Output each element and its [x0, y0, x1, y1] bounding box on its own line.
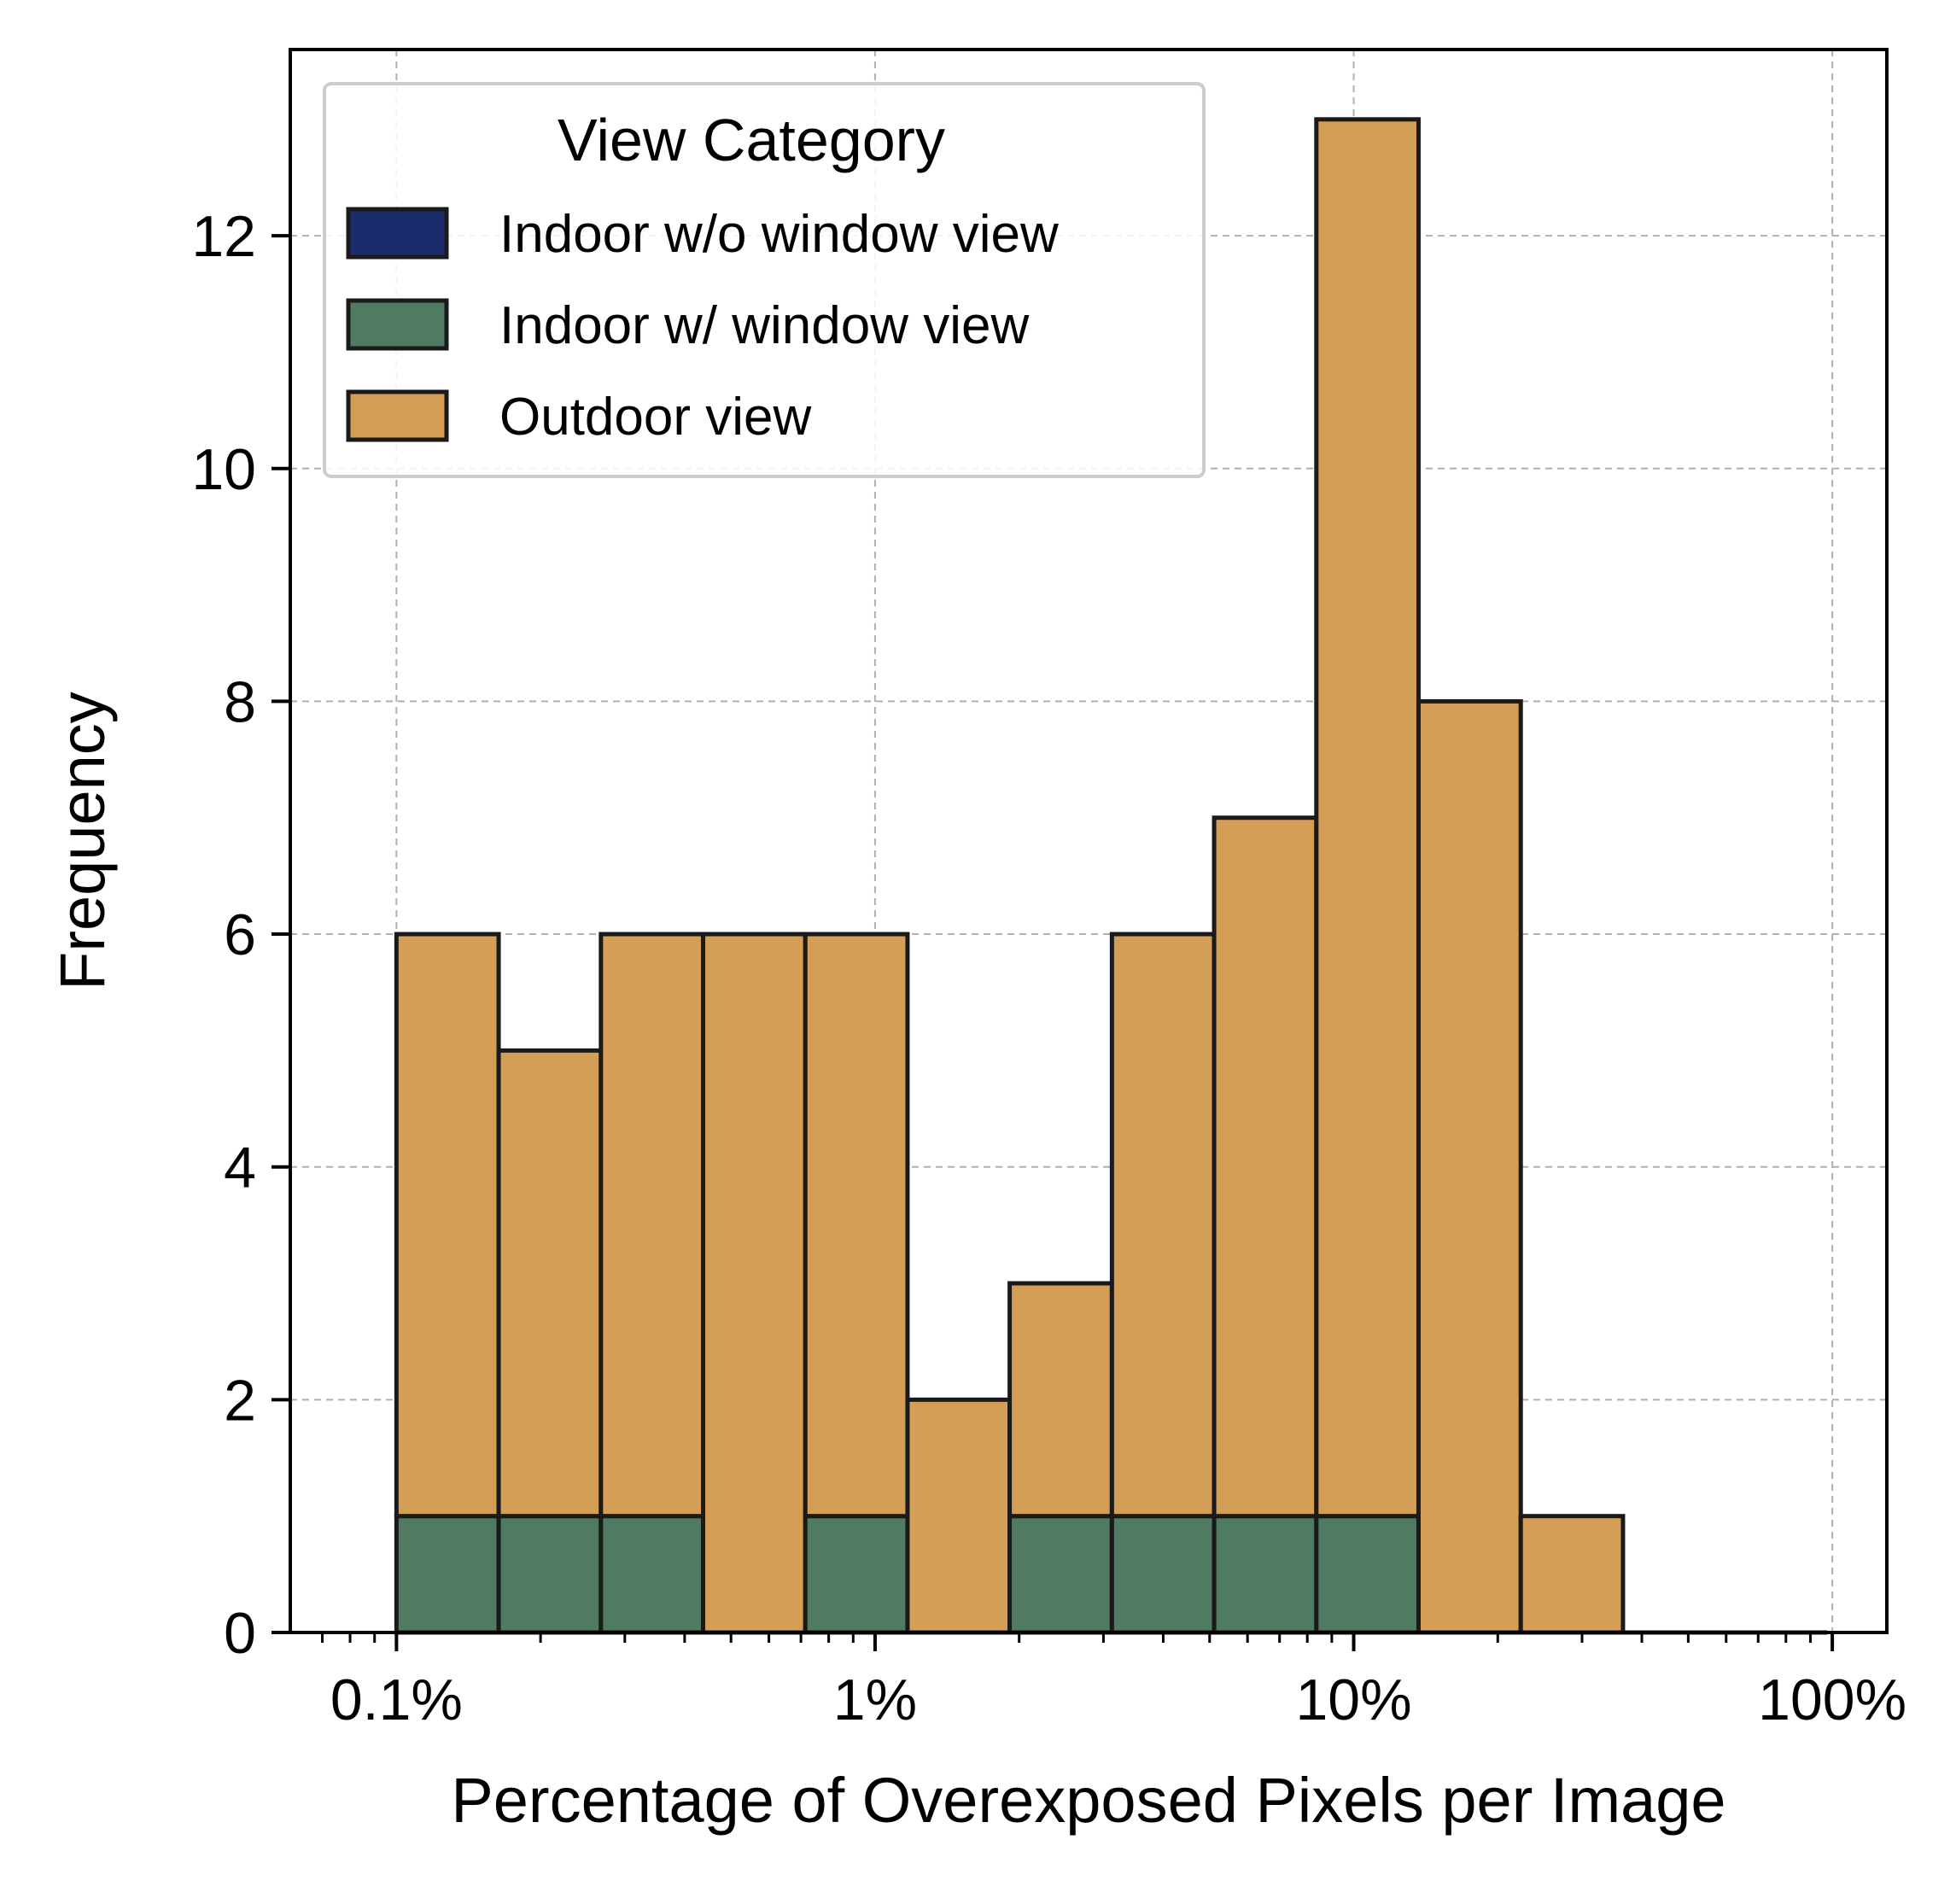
- bar-indoor-w-window-view: [598, 1514, 706, 1635]
- legend-label: Indoor w/ window view: [499, 296, 1029, 355]
- legend-title: View Category: [558, 107, 945, 173]
- bar-outdoor-view: [1212, 815, 1319, 1519]
- y-tick-label: 4: [224, 1136, 256, 1200]
- bar-outdoor-view: [1007, 1281, 1114, 1519]
- bar-outdoor-view: [598, 932, 706, 1519]
- y-tick-label: 6: [224, 902, 256, 967]
- bar-indoor-w-window-view: [394, 1514, 501, 1635]
- y-tick-label: 12: [191, 204, 256, 269]
- axis-ticks: 0.1% 1% 10% 100% 0 2 4 6 8 10 12: [191, 204, 1906, 1732]
- y-tick-label: 2: [224, 1368, 256, 1433]
- x-axis-label: Percentage of Overexposed Pixels per Ima…: [451, 1765, 1725, 1836]
- bar-outdoor-view: [496, 1048, 604, 1519]
- bar-outdoor-view: [1109, 932, 1217, 1519]
- bar-indoor-w-window-view: [1109, 1514, 1217, 1635]
- bar-outdoor-view: [701, 932, 808, 1635]
- bar-outdoor-view: [1416, 698, 1523, 1635]
- legend-swatch: [346, 389, 449, 442]
- y-tick-label: 8: [224, 669, 256, 734]
- bar-indoor-w-window-view: [496, 1514, 604, 1635]
- bar-outdoor-view: [394, 932, 501, 1519]
- legend-label: Outdoor view: [499, 388, 812, 447]
- bar-outdoor-view: [1314, 117, 1421, 1519]
- legend-swatch: [346, 298, 449, 351]
- legend: View Category Indoor w/o window viewIndo…: [323, 82, 1206, 478]
- legend-entries: Indoor w/o window view Indoor w/ window v…: [346, 205, 1059, 447]
- plot-frame: [289, 48, 1889, 1634]
- x-tick-label: 100%: [1758, 1667, 1906, 1732]
- y-tick-label: 10: [191, 437, 256, 502]
- y-tick-label: 0: [224, 1601, 256, 1666]
- bar-indoor-w-window-view: [803, 1514, 910, 1635]
- legend-box: [323, 82, 1206, 478]
- legend-swatch: [346, 207, 449, 260]
- y-axis-label: Frequency: [47, 692, 118, 990]
- x-tick-label: 0.1%: [330, 1667, 463, 1732]
- legend-label: Indoor w/o window view: [499, 205, 1059, 264]
- bar-outdoor-view: [803, 932, 910, 1519]
- bar-indoor-w-window-view: [1314, 1514, 1421, 1635]
- x-tick-label: 10%: [1295, 1667, 1411, 1732]
- histogram-bars: [394, 117, 1828, 1635]
- bar-indoor-w-window-view: [1212, 1514, 1319, 1635]
- bar-outdoor-view: [1518, 1514, 1626, 1635]
- bar-indoor-w-window-view: [1007, 1514, 1114, 1635]
- x-tick-label: 1%: [833, 1667, 917, 1732]
- bar-outdoor-view: [905, 1397, 1013, 1635]
